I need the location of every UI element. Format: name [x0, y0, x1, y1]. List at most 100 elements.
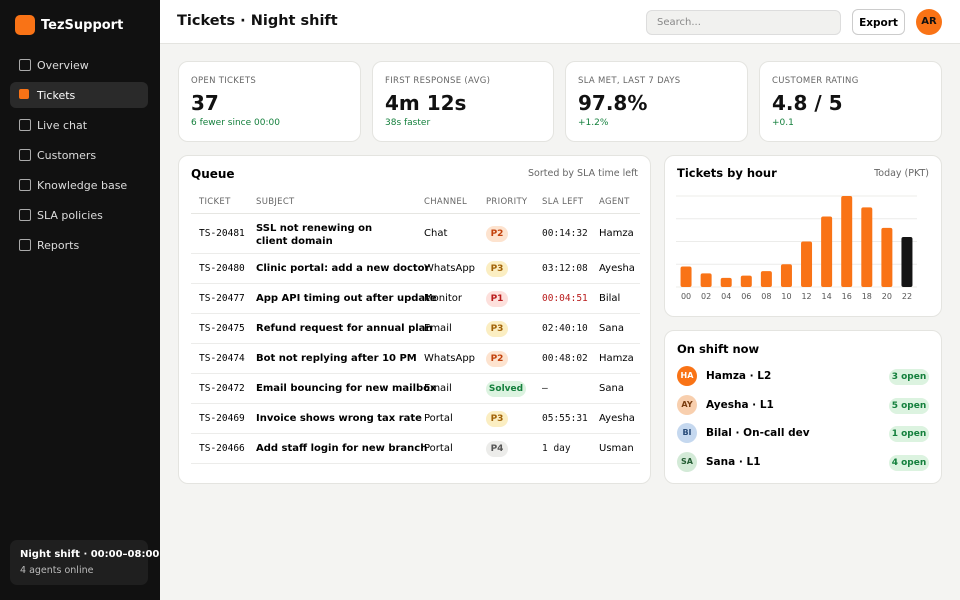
- nav-label: Tickets: [37, 89, 76, 102]
- nav-item[interactable]: Customers: [10, 142, 148, 168]
- nav-label: Customers: [37, 149, 97, 162]
- shift-title: Night shift · 00:00–08:00: [20, 549, 160, 560]
- search-box[interactable]: Search...: [646, 10, 841, 35]
- ticket-agent: Usman: [599, 443, 634, 454]
- nav-item[interactable]: SLA policies: [10, 202, 148, 228]
- bar: [901, 236, 913, 287]
- kpi-value: 4.8 / 5: [772, 91, 843, 115]
- bar: [680, 266, 692, 287]
- kpi-delta: 6 fewer since 00:00: [191, 118, 280, 128]
- nav-label: Reports: [37, 239, 80, 252]
- column-header: SLA LEFT: [542, 197, 584, 207]
- nav-icon: [19, 119, 31, 131]
- column-header: TICKET: [199, 197, 231, 207]
- nav-item[interactable]: Knowledge base: [10, 172, 148, 198]
- queue-row[interactable]: TS-20466 Add staff login for new branch Po…: [191, 434, 640, 464]
- kpi-label: CUSTOMER RATING: [772, 76, 859, 86]
- queue-row[interactable]: TS-20481 SSL not renewing on client domai…: [191, 214, 640, 254]
- bar: [760, 271, 772, 287]
- ticket-agent: Sana: [599, 383, 624, 394]
- bar: [821, 216, 833, 287]
- queue-row[interactable]: TS-20472 Email bouncing for new mailbox Em…: [191, 374, 640, 404]
- bar: [780, 264, 792, 287]
- sla-left: 03:12:08: [542, 263, 588, 274]
- queue-row[interactable]: TS-20475 Refund request for annual plan Em…: [191, 314, 640, 344]
- export-button[interactable]: Export: [852, 9, 905, 35]
- nav-item[interactable]: Overview: [10, 52, 148, 78]
- ticket-channel: Portal: [424, 413, 453, 424]
- agent-name: Bilal · On-call dev: [706, 427, 810, 440]
- kpi-value: 97.8%: [578, 91, 648, 115]
- ticket-channel: Chat: [424, 228, 448, 239]
- priority-pill: P4: [486, 441, 508, 457]
- kpi-card: OPEN TICKETS 37 6 fewer since 00:00: [178, 61, 361, 142]
- kpi-delta: +0.1: [772, 118, 794, 128]
- kpi-label: OPEN TICKETS: [191, 76, 257, 86]
- kpi-delta: +1.2%: [578, 118, 609, 128]
- bar: [841, 196, 853, 287]
- user-avatar[interactable]: AR: [916, 9, 942, 35]
- priority-pill: P1: [486, 291, 508, 307]
- sla-left: 00:14:32: [542, 228, 588, 239]
- header-divider: [191, 213, 640, 214]
- agent-avatar: SA: [677, 452, 697, 473]
- nav-item[interactable]: Tickets: [10, 82, 148, 108]
- export-label: Export: [859, 17, 898, 29]
- agent-name: Ayesha · L1: [706, 398, 774, 411]
- bar: [881, 227, 893, 287]
- chart-subtitle: Today (PKT): [874, 168, 929, 179]
- x-tick-label: 06: [741, 292, 751, 301]
- sla-left: 00:04:51: [542, 293, 588, 304]
- ticket-subject: Invoice shows wrong tax rate: [256, 413, 422, 424]
- ticket-subject: Clinic portal: add a new doctor: [256, 263, 430, 274]
- kpi-value: 37: [191, 91, 219, 115]
- column-header: SUBJECT: [256, 197, 295, 207]
- nav-label: SLA policies: [37, 209, 103, 222]
- ticket-id: TS-20469: [199, 413, 245, 424]
- kpi-label: FIRST RESPONSE (AVG): [385, 76, 491, 86]
- queue-row[interactable]: TS-20480 Clinic portal: add a new doctor W…: [191, 254, 640, 284]
- x-tick-label: 04: [721, 292, 731, 301]
- bar: [801, 241, 813, 287]
- x-tick-label: 02: [701, 292, 711, 301]
- ticket-channel: Email: [424, 323, 452, 334]
- queue-row[interactable]: TS-20474 Bot not replying after 10 PM What…: [191, 344, 640, 374]
- ticket-subject: App API timing out after update: [256, 293, 437, 304]
- ticket-id: TS-20475: [199, 323, 245, 334]
- sla-left: 05:55:31: [542, 413, 588, 424]
- bar: [700, 273, 712, 287]
- sla-left: 00:48:02: [542, 353, 588, 364]
- x-tick-label: 00: [681, 292, 691, 301]
- ticket-agent: Ayesha: [599, 413, 635, 424]
- sla-left: —: [542, 383, 548, 394]
- page-title: Tickets · Night shift: [177, 13, 338, 29]
- priority-pill: P3: [486, 321, 508, 337]
- nav-icon: [19, 179, 31, 191]
- ticket-subject: Refund request for annual plan: [256, 323, 433, 334]
- x-tick-label: 20: [882, 292, 892, 301]
- kpi-delta: 38s faster: [385, 118, 431, 128]
- ticket-id: TS-20474: [199, 353, 245, 364]
- priority-pill: Solved: [486, 381, 526, 397]
- queue-row[interactable]: TS-20469 Invoice shows wrong tax rate Port…: [191, 404, 640, 434]
- agent-initials: SA: [681, 457, 693, 467]
- ticket-id: TS-20481: [199, 228, 245, 239]
- open-count-pill: 1 open: [889, 426, 929, 443]
- search-placeholder: Search...: [657, 17, 701, 28]
- kpi-label: SLA MET, LAST 7 DAYS: [578, 76, 681, 86]
- brand-name: TezSupport: [41, 18, 124, 33]
- sidebar: TezSupport Overview Tickets Live chat Custom…: [0, 0, 160, 600]
- ticket-subject: Bot not replying after 10 PM: [256, 353, 417, 364]
- queue-card: Queue Sorted by SLA time left TICKET SUBJEC…: [178, 155, 651, 484]
- nav-icon: [19, 209, 31, 221]
- kpi-card: FIRST RESPONSE (AVG) 4m 12s 38s faster: [372, 61, 554, 142]
- nav-item[interactable]: Live chat: [10, 112, 148, 138]
- ticket-agent: Hamza: [599, 228, 634, 239]
- agent-initials: AY: [681, 399, 693, 409]
- queue-row[interactable]: TS-20477 App API timing out after update M…: [191, 284, 640, 314]
- nav-item[interactable]: Reports: [10, 232, 148, 258]
- chart-title: Tickets by hour: [677, 166, 777, 180]
- header: Tickets · Night shift Search... Export AR: [160, 0, 960, 44]
- x-tick-label: 22: [902, 292, 912, 301]
- nav-label: Overview: [37, 59, 89, 72]
